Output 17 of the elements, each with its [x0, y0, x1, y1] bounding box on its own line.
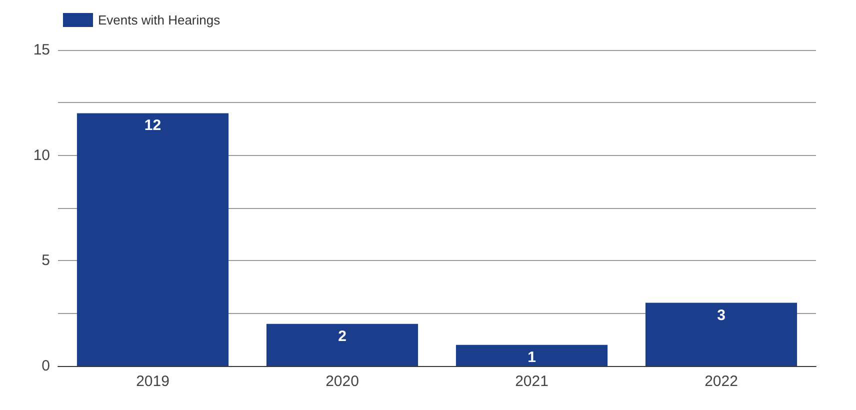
data-label: 3: [717, 306, 726, 324]
y-tick-label: 10: [33, 146, 50, 164]
data-label: 12: [144, 117, 162, 134]
x-tick-label: 2021: [515, 373, 548, 390]
bar: [456, 344, 608, 366]
bar: [266, 324, 418, 366]
bar: [645, 302, 798, 366]
x-tick-label: 2020: [326, 373, 359, 390]
data-label: 2: [338, 328, 346, 345]
bar: [76, 113, 229, 366]
data-label: 1: [528, 348, 536, 366]
legend-label: Events with Hearings: [98, 12, 221, 28]
y-tick-label: 15: [33, 42, 50, 58]
x-tick-label: 2022: [704, 373, 738, 390]
y-tick-label: 5: [42, 252, 50, 270]
y-tick-label: 0: [42, 358, 50, 374]
x-tick-label: 2019: [136, 373, 170, 390]
